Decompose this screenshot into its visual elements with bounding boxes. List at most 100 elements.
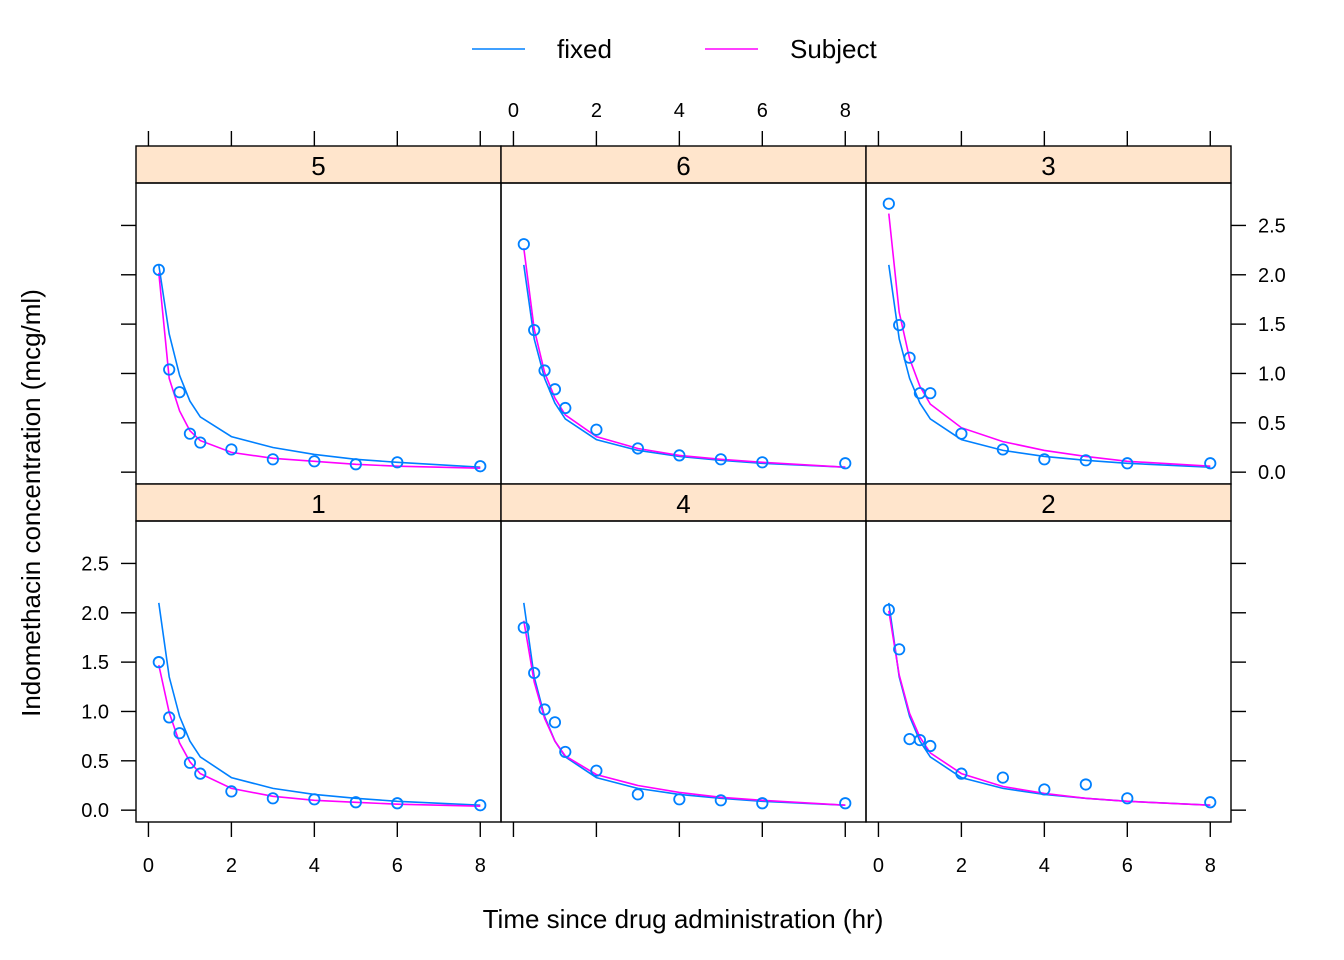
data-point-1-5 [225,785,238,798]
data-point-2-8 [1079,778,1092,791]
panel-2: 2 [865,483,1232,823]
data-point-6-9 [756,456,769,469]
panel-3: 3 [865,145,1232,485]
data-point-2-2 [903,733,916,746]
strip-label-2: 2 [1041,489,1055,519]
x-tick-label-bottom-2-0: 0 [873,855,884,877]
y-tick-label-right-1: 1.0 [1258,363,1286,385]
data-point-4-6 [631,788,644,801]
data-point-1-10 [474,799,487,812]
data-point-1-0 [152,656,165,669]
data-point-2-5 [955,767,968,780]
subject-curve-6 [523,247,846,468]
y-tick-label-right-0: 0.0 [1258,462,1286,484]
strip-label-4: 4 [676,489,690,519]
x-tick-label-top-8: 8 [840,100,851,122]
data-point-4-10 [839,797,852,810]
y-tick-label-left-0.5: 0.5 [81,751,109,773]
data-point-1-2 [173,727,186,740]
data-point-3-5 [955,427,968,440]
x-tick-label-top-0: 0 [508,100,519,122]
data-point-5-8 [349,458,362,471]
strip-2 [865,483,1232,522]
y-tick-label-left-1: 1.0 [81,701,109,723]
data-point-2-10 [1204,796,1217,809]
subject-curve-1 [158,664,481,807]
y-tick-label-right-0.5: 0.5 [1258,413,1286,435]
data-point-5-7 [308,455,321,468]
x-axis-label: Time since drug administration (hr) [483,904,884,934]
strip-1 [135,483,502,522]
strip-label-3: 3 [1041,151,1055,181]
data-point-2-4 [924,739,937,753]
strip-label-1: 1 [311,489,325,519]
x-tick-label-bottom-0-8: 8 [475,855,486,877]
data-point-1-1 [163,711,176,724]
fixed-curve-5 [158,264,481,468]
data-point-3-6 [996,443,1009,456]
y-tick-label-right-2: 2.0 [1258,265,1286,287]
panel-6: 6 [500,145,867,485]
data-point-1-6 [266,792,279,805]
data-point-4-7 [673,793,686,806]
data-point-3-1 [893,319,906,332]
y-tick-label-left-2.5: 2.5 [81,553,109,575]
plot-area-3 [865,182,1232,485]
data-point-3-2 [903,351,916,364]
data-point-2-0 [882,603,895,616]
subject-curve-3 [888,213,1211,467]
fixed-curve-6 [523,264,846,468]
subject-curve-2 [888,610,1211,806]
data-point-1-3 [183,756,197,769]
strip-label-6: 6 [676,151,690,181]
x-tick-label-bottom-2-4: 4 [1039,855,1050,877]
legend-label-subject: Subject [790,34,877,64]
legend: fixed Subject [472,34,877,64]
data-point-1-8 [349,796,362,809]
fixed-curve-4 [523,602,846,806]
y-axis-label: Indomethacin concentration (mcg/ml) [16,289,46,717]
data-point-4-0 [517,621,530,634]
data-point-6-7 [673,449,686,462]
data-point-5-0 [152,263,165,276]
data-point-2-7 [1038,783,1051,796]
panels: 5 6 3 1 4 2 [135,145,1232,823]
x-tick-label-top-2: 2 [591,100,602,122]
plot-area-6 [500,182,867,485]
subject-curve-4 [523,620,846,806]
data-point-6-0 [517,238,530,251]
data-point-3-8 [1079,454,1092,467]
data-point-2-9 [1121,792,1134,805]
panel-1: 1 [135,483,502,823]
subject-curve-5 [158,272,481,469]
plot-area-4 [500,520,867,823]
data-point-4-4 [559,745,572,759]
data-point-5-9 [391,456,404,469]
panel-5: 5 [135,145,502,485]
x-tick-label-top-6: 6 [757,100,768,122]
strip-label-5: 5 [311,151,325,181]
plot-area-2 [865,520,1232,823]
x-tick-label-bottom-2-6: 6 [1122,855,1133,877]
data-point-1-4 [194,767,207,780]
data-point-6-3 [548,383,562,396]
data-point-3-0 [882,197,895,210]
data-point-6-6 [631,442,644,455]
data-point-4-9 [756,797,769,810]
data-point-3-4 [924,387,937,400]
data-point-2-1 [893,643,906,656]
data-point-6-10 [839,457,852,470]
data-point-5-2 [173,386,186,399]
data-point-4-8 [714,794,727,807]
y-tick-label-left-1.5: 1.5 [81,652,109,674]
y-tick-label-right-2.5: 2.5 [1258,215,1286,237]
data-point-3-10 [1204,457,1217,470]
panel-4: 4 [500,483,867,823]
legend-label-fixed: fixed [557,34,612,64]
data-point-4-1 [528,666,541,680]
strip-4 [500,483,867,522]
data-point-4-5 [590,764,603,777]
x-tick-label-top-4: 4 [674,100,685,122]
data-point-5-4 [194,436,207,449]
